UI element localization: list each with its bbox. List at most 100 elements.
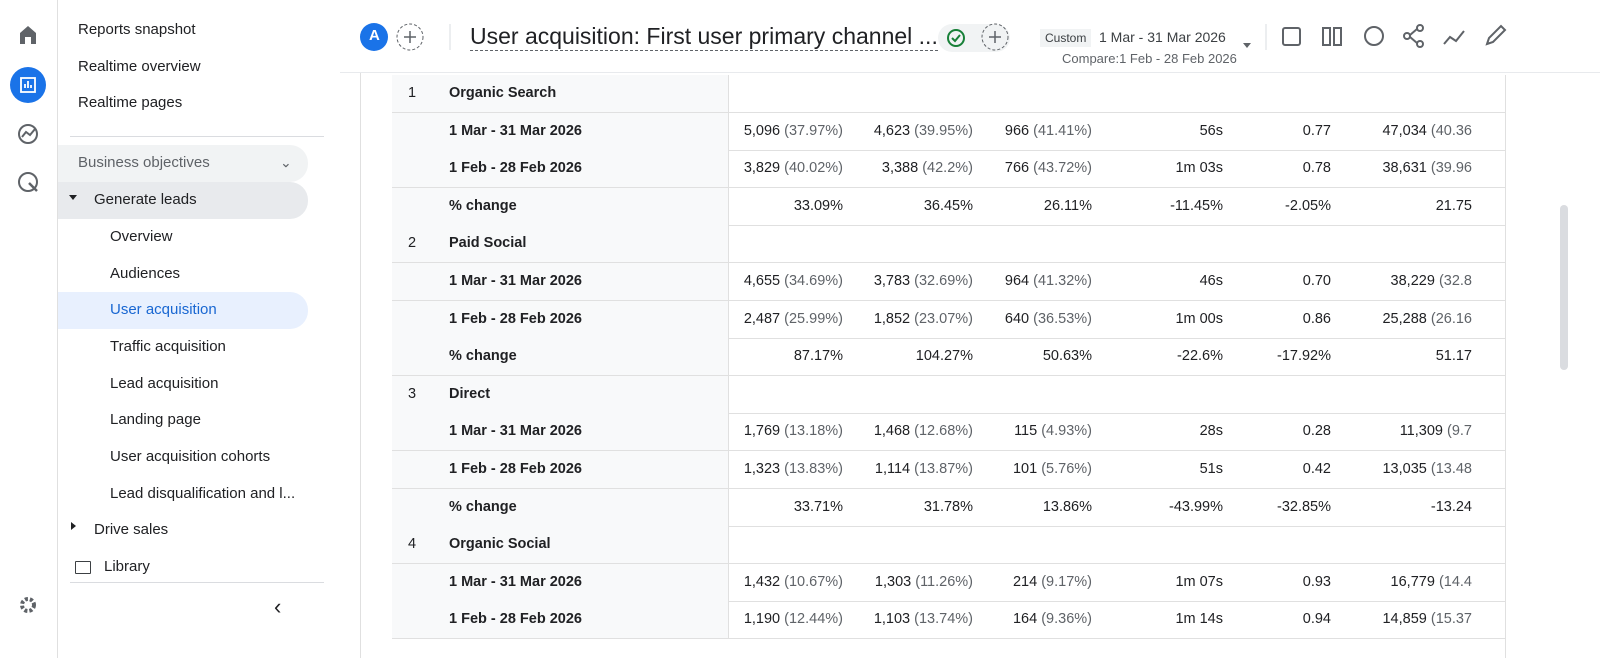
add-comparison[interactable] — [396, 23, 424, 51]
table-cell: 56s — [963, 113, 1223, 150]
nav-item[interactable]: Landing page — [110, 411, 201, 429]
table-cell: 50.63% — [832, 338, 1092, 375]
cell-share: (39.95%) — [914, 122, 973, 139]
scrollbar — [1560, 205, 1568, 370]
table-cell: 3,388 (42.2%) — [713, 150, 973, 187]
report-title[interactable]: User acquisition: First user primary cha… — [470, 23, 938, 51]
cell-value: 0.86 — [1302, 310, 1331, 327]
table-cell: -17.92% — [1071, 338, 1331, 375]
table-cell: 0.93 — [1071, 564, 1331, 601]
rank: 3 — [408, 385, 417, 402]
table-cell: 0.78 — [1071, 150, 1331, 187]
cell-value: 1,852 — [873, 310, 911, 327]
nav-item[interactable]: Reports snapshot — [78, 21, 196, 38]
cell-value: 0.78 — [1302, 160, 1331, 177]
table-cell: 0.28 — [1071, 413, 1331, 450]
cell-share: (13.74%) — [914, 611, 973, 628]
date-range[interactable]: 1 Mar - 31 Mar 2026 — [1099, 29, 1226, 45]
table-cell: 115 (4.93%) — [832, 413, 1092, 450]
row-label: 1 Mar - 31 Mar 2026 — [449, 273, 582, 289]
cell-value: 640 — [1004, 310, 1030, 327]
avatar-circle[interactable] — [360, 23, 388, 51]
date-dropdown[interactable] — [1243, 43, 1251, 48]
cell-value: 766 — [1004, 160, 1030, 177]
settings-icon[interactable] — [20, 597, 36, 613]
cell-share: (26.16 — [1430, 310, 1472, 327]
table-cell: 51.17 — [1212, 338, 1472, 375]
nav-group[interactable]: Drive sales — [94, 521, 169, 539]
nav-item[interactable]: Realtime overview — [78, 57, 201, 75]
insights-icon[interactable] — [1282, 27, 1301, 46]
customize-icon[interactable] — [1322, 27, 1331, 46]
cell-value: -13.24 — [1430, 498, 1472, 515]
nav-item[interactable]: User acquisition — [110, 301, 217, 319]
table-cell: 640 (36.53%) — [832, 301, 1092, 338]
label-cell: % change — [392, 488, 729, 526]
cell-share: (5.76%) — [1041, 461, 1092, 477]
table-cell: 0.77 — [1071, 113, 1331, 150]
rank: 2 — [408, 235, 417, 252]
table-cell: 1m 07s — [963, 564, 1223, 601]
row-label: % change — [449, 197, 517, 214]
collapse-button[interactable]: ‹ — [274, 594, 282, 620]
nav-item[interactable]: Library — [104, 558, 150, 576]
home-icon[interactable] — [20, 26, 36, 44]
cell-value: 1,769 — [743, 423, 781, 440]
nav-item[interactable]: Realtime pages — [78, 94, 183, 112]
nav-item[interactable]: Overview — [110, 227, 173, 245]
cell-share: (32.8 — [1438, 273, 1472, 289]
table-cell: -2.05% — [1071, 188, 1331, 225]
cell-share: (9.17%) — [1041, 573, 1092, 590]
table-cell: 4,623 (39.95%) — [713, 113, 973, 150]
cell-value: -2.05% — [1285, 197, 1331, 214]
cell-value: 4,623 — [873, 122, 911, 139]
anomaly-icon[interactable] — [1443, 30, 1465, 45]
cell-value: 1m 03s — [1175, 160, 1223, 177]
table-cell: 26.11% — [832, 188, 1092, 225]
edit-icon[interactable] — [1485, 24, 1507, 46]
table-cell: 47,034 (40.36 — [1212, 113, 1472, 150]
table-cell: 2,487 (25.99%) — [583, 301, 843, 338]
compare-icon[interactable] — [1364, 26, 1384, 46]
data-row: 1 Feb - 28 Feb 2026 3,829 (40.02%) 3,388 (… — [392, 150, 1505, 189]
data-row: 1 Feb - 28 Feb 2026 1,190 (12.44%) 1,103 (… — [392, 601, 1505, 640]
nav-divider — [70, 136, 324, 138]
table-cell: 164 (9.36%) — [832, 601, 1092, 638]
table-cell: 0.42 — [1071, 451, 1331, 488]
data-row: 1 Feb - 28 Feb 2026 1,323 (13.83%) 1,114 (… — [392, 451, 1505, 489]
row-label: 1 Mar - 31 Mar 2026 — [449, 573, 582, 590]
nav-group[interactable]: Generate leads — [94, 191, 197, 209]
cell-value: 51s — [1199, 461, 1223, 477]
nav-item[interactable]: Lead disqualification and l... — [110, 484, 296, 502]
section-header[interactable] — [58, 145, 308, 183]
group-row: 2 Paid Social — [392, 225, 1505, 264]
cell-share: (36.53%) — [1033, 310, 1092, 327]
share-icon[interactable] — [1403, 32, 1411, 40]
table-cell: 1,323 (13.83%) — [583, 451, 843, 488]
cell-value: 38,631 — [1382, 160, 1427, 177]
table-cell: 21.75 — [1212, 188, 1472, 225]
nav-item[interactable]: User acquisition cohorts — [110, 448, 271, 465]
section-title: Business objectives — [78, 154, 210, 172]
table-cell: 0.70 — [1071, 263, 1331, 300]
explore-icon[interactable] — [18, 124, 38, 144]
cell-value: 1,303 — [874, 573, 912, 590]
cell-share: (25.99%) — [784, 310, 843, 327]
cell-share: (32.69%) — [914, 273, 973, 289]
label-cell: 1 Mar - 31 Mar 2026 — [392, 413, 729, 451]
cell-value: -17.92% — [1276, 348, 1331, 365]
label-cell: 1 Organic Search — [392, 75, 729, 112]
cell-value: 47,034 — [1382, 122, 1427, 139]
label-cell: % change — [392, 187, 729, 225]
table-cell: 214 (9.17%) — [832, 564, 1092, 601]
cell-value: 1,103 — [873, 611, 911, 628]
nav-item[interactable]: Lead acquisition — [110, 374, 219, 392]
advertising-icon[interactable] — [18, 172, 38, 192]
cell-share: (41.32%) — [1033, 273, 1092, 289]
label-cell: 1 Mar - 31 Mar 2026 — [392, 112, 729, 150]
table-cell: 1,190 (12.44%) — [583, 601, 843, 638]
nav-item[interactable]: Traffic acquisition — [110, 337, 226, 355]
data-row: 1 Mar - 31 Mar 2026 1,432 (10.67%) 1,303 (… — [392, 563, 1505, 602]
group-row: 4 Organic Social — [392, 526, 1505, 565]
nav-item[interactable]: Audiences — [110, 264, 181, 282]
